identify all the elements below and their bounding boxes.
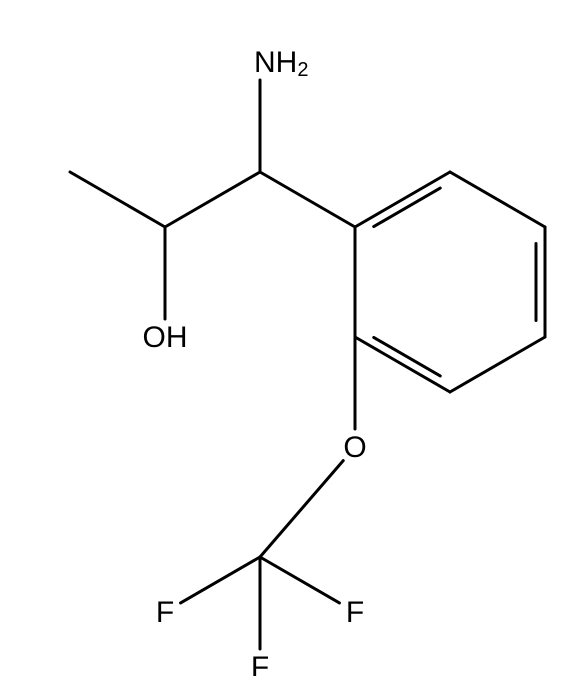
atom-label-o: O <box>343 431 366 464</box>
molecule-diagram: OHNH2OFFF <box>0 0 561 676</box>
atom-label-f1: F <box>156 596 174 629</box>
atom-label-oh: OH <box>143 321 188 354</box>
atom-label-f3: F <box>251 651 269 676</box>
atom-label-f2: F <box>346 596 364 629</box>
